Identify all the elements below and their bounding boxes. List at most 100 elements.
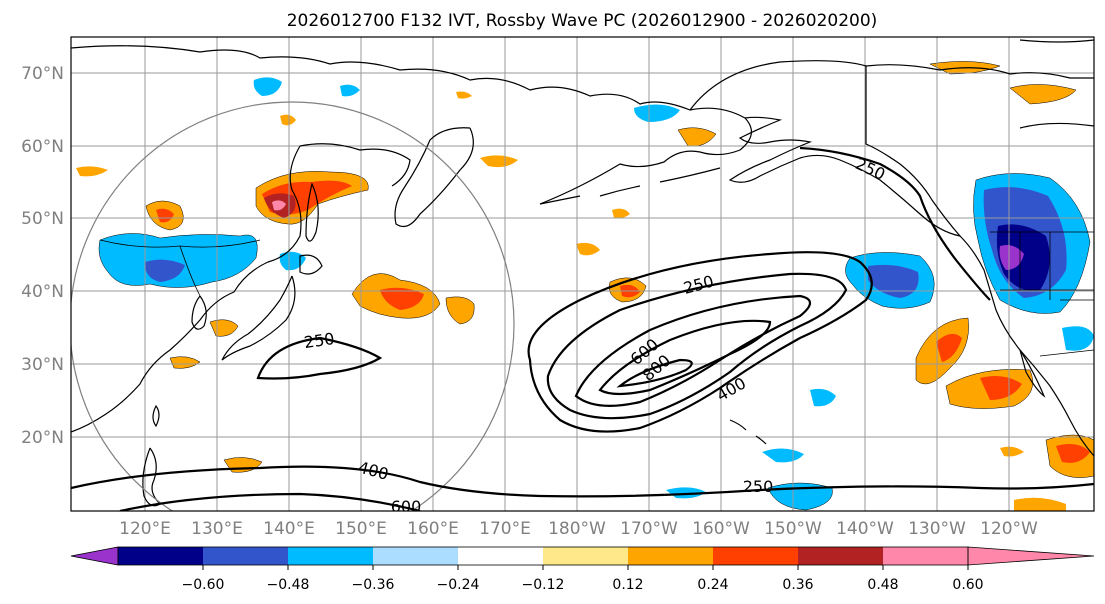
- negative-patch-small-2: [634, 104, 680, 122]
- negative-patch-small-1: [253, 77, 282, 96]
- colorbar-segment-2: [203, 547, 288, 565]
- border-us-mexico: [1039, 349, 1094, 357]
- positive-patch-sea-of-okhotsk-peak: [272, 200, 286, 211]
- coast-taiwan: [152, 404, 160, 428]
- lon-label-130w: 130°W: [908, 519, 966, 539]
- positive-patch-165e: [445, 296, 475, 325]
- positive-patch-small-5: [280, 114, 296, 126]
- positive-patch-nw-pacific-core: [380, 287, 424, 310]
- colorbar-tick-label: −0.48: [267, 577, 310, 593]
- lat-label-70n: 70°N: [21, 64, 64, 84]
- coast-kamchatka: [394, 127, 474, 227]
- contour-400-east: [546, 272, 848, 420]
- colorbar: −0.60 −0.48 −0.36 −0.24 −0.12 0.12 0.24 …: [70, 546, 1095, 593]
- colorbar-segment-7: [628, 547, 713, 565]
- coast-japan: [221, 275, 296, 361]
- lon-label-120w: 120°W: [980, 519, 1038, 539]
- ivt-contours: [71, 146, 1094, 511]
- coast-arctic-ca: [865, 39, 1094, 129]
- coast-baja: [1019, 349, 1046, 398]
- lon-label-140w: 140°W: [836, 519, 894, 539]
- lon-label-140e: 140°E: [263, 519, 315, 539]
- coast-okhotsk: [299, 143, 411, 187]
- border-asia: [99, 239, 261, 297]
- colorbar-segment-9: [798, 547, 883, 565]
- contour-400-south: [71, 465, 1094, 498]
- negative-patch-west-coast-peak: [999, 245, 1024, 270]
- positive-patch-small-8: [1014, 497, 1066, 511]
- lat-label-40n: 40°N: [21, 282, 64, 302]
- positive-patch-small-1: [76, 166, 108, 177]
- positive-patch-small-6: [612, 208, 630, 219]
- contour-250-east: [527, 251, 873, 433]
- longitude-labels: 120°E 130°E 140°E 150°E 160°E 170°E 180°…: [119, 519, 1038, 539]
- negative-patch-east-asia-core: [144, 259, 185, 282]
- contour-250-north: [799, 146, 991, 301]
- contour-250-west: [256, 336, 383, 380]
- lon-label-150e: 150°E: [335, 519, 387, 539]
- coast-chukotka: [539, 117, 752, 205]
- graticule: [71, 37, 1094, 511]
- coast-asia-north: [71, 45, 746, 119]
- contour-800-east: [598, 319, 772, 396]
- negative-patch-west-coast-core: [996, 224, 1050, 291]
- coast-hokkaido: [299, 254, 323, 275]
- negative-patch-small-5: [1062, 326, 1094, 351]
- contour-600-south: [119, 492, 421, 511]
- colorbar-extend-low: [70, 546, 119, 566]
- lat-label-20n: 20°N: [21, 428, 64, 448]
- lon-label-160e: 160°E: [407, 519, 459, 539]
- lat-label-50n: 50°N: [21, 209, 64, 229]
- projection-circle: [71, 101, 515, 511]
- positive-patch-small-3: [576, 242, 600, 256]
- coast-hawaii: [729, 419, 767, 445]
- positive-patch-japan-2: [169, 356, 201, 369]
- contour-label-250-west: 250: [303, 329, 336, 352]
- lon-label-130e: 130°E: [191, 519, 243, 539]
- negative-patch-small-6: [810, 388, 836, 407]
- coast-mainland-asia: [71, 145, 302, 433]
- rossby-wave-shading: [76, 61, 1094, 511]
- colorbar-segment-5: [458, 547, 543, 565]
- colorbar-tick-label: 0.36: [782, 577, 813, 593]
- positive-patch-manchuria-core: [156, 208, 174, 223]
- lon-label-120e: 120°E: [119, 519, 171, 539]
- contour-peak-east: [616, 358, 693, 388]
- map-frame: [70, 36, 1095, 512]
- lon-label-170e: 170°E: [479, 519, 531, 539]
- colorbar-tick-label: −0.60: [182, 577, 225, 593]
- coast-korea: [191, 295, 207, 330]
- positive-patch-mexico-core: [980, 376, 1022, 400]
- lon-label-170w: 170°W: [620, 519, 678, 539]
- colorbar-tick-label: 0.60: [952, 577, 983, 593]
- figure-title: 2026012700 F132 IVT, Rossby Wave PC (202…: [287, 11, 878, 31]
- colorbar-tick-label: −0.36: [352, 577, 395, 593]
- positive-patch-southeast-core: [1056, 444, 1090, 463]
- lon-label-160w: 160°W: [692, 519, 750, 539]
- contour-label-250-south: 250: [743, 477, 774, 496]
- lon-label-150w: 150°W: [764, 519, 822, 539]
- lat-label-60n: 60°N: [21, 137, 64, 157]
- coast-aleutians: [539, 167, 721, 205]
- positive-patch-small-7: [456, 91, 472, 99]
- colorbar-extend-high: [967, 546, 1095, 566]
- colorbar-segment-3: [288, 547, 373, 565]
- colorbar-segment-8: [713, 547, 798, 565]
- negative-patch-small-8: [340, 84, 360, 97]
- lon-label-180w: 180°W: [548, 519, 606, 539]
- colorbar-tick-label: 0.24: [697, 577, 728, 593]
- colorbar-segment-4: [373, 547, 458, 565]
- colorbar-tick-label: 0.12: [612, 577, 643, 593]
- colorbar-tick-label: 0.48: [867, 577, 898, 593]
- negative-patch-small-7: [666, 487, 706, 499]
- colorbar-segment-10: [883, 547, 968, 565]
- border-states: [1000, 232, 1094, 301]
- colorbar-segment-6: [543, 547, 628, 565]
- coast-sakhalin: [305, 182, 319, 242]
- positive-patch-arctic-2: [1009, 84, 1077, 105]
- negative-patch-pacific-east-core: [868, 264, 919, 298]
- coastlines: [71, 39, 1094, 507]
- colorbar-ticks: [202, 565, 969, 570]
- colorbar-tick-label: −0.24: [437, 577, 480, 593]
